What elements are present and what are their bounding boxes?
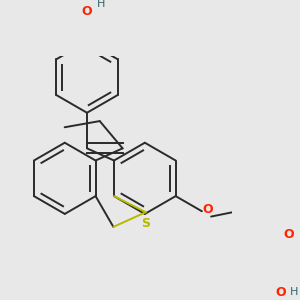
Text: H: H [299,227,300,237]
Text: H: H [97,0,105,9]
Text: O: O [202,203,212,216]
Text: H: H [290,287,298,297]
Text: O: O [283,228,294,241]
Text: S: S [141,217,150,230]
Text: O: O [275,286,286,299]
Text: O: O [82,5,92,18]
